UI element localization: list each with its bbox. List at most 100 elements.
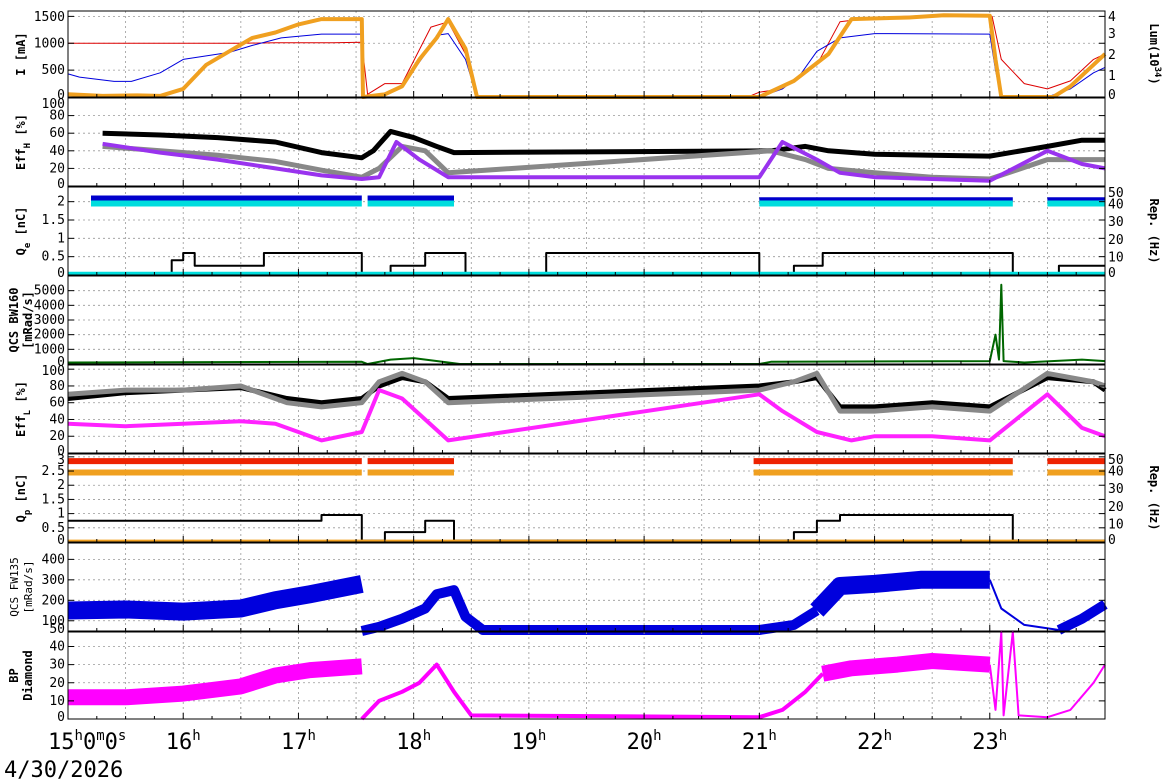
y-tick-label: 20 [49,676,65,691]
y-tick-label-right: 30 [1108,215,1124,230]
y-tick-label: 1.5 [42,492,65,507]
x-tick-label: 23h [972,728,1007,755]
series-line-effh-2 [102,140,1106,183]
y-tick-label: 30 [49,658,65,673]
y-tick-label: 0 [57,444,65,459]
y-tick-label: 5000 [34,284,65,299]
y-tick-label: 1500 [34,10,65,25]
series-line-bp-0 [68,658,363,706]
y-tick-label: 0.5 [42,250,65,265]
y-tick-label: 0 [57,533,65,548]
y-tick-label-right: 20 [1108,233,1124,248]
y-axis-label-line2: [mRad/s] [22,561,35,614]
series-line-bp-1 [360,662,825,721]
x-tick-label: 16h [166,728,201,755]
y-axis-label-right: Rep. (Hz) [1147,198,1161,263]
y-tick-label-right: 0 [1108,88,1116,103]
y-tick-label-right: 3 [1108,27,1116,42]
series-line-current-2 [67,13,1107,99]
series-line-qcsfw-2 [810,570,990,617]
y-tick-label-right: 0 [1108,266,1116,281]
y-tick-label: 1 [57,231,65,246]
y-tick-label: 0 [57,177,65,192]
y-tick-label: 40 [49,640,65,655]
y-tick-label: 2 [57,478,65,493]
y-tick-label: 0.5 [42,521,65,536]
y-tick-label-right: 50 [1108,186,1124,201]
panel-bp: 010 20 30 40 BP Diamond [7,631,1106,725]
y-tick-label-right: 4 [1108,10,1116,25]
panel-frame [67,97,1106,187]
series-line-qcsbw-0 [67,283,1106,365]
y-axis-label: EffL [%] [14,381,33,437]
y-tick-label: 3 [57,453,65,468]
y-tick-label: 40 [49,144,65,159]
x-tick-label: 22h [857,728,892,755]
y-tick-label-right: 40 [1108,465,1124,480]
y-tick-label: 20 [49,161,65,176]
y-tick-label: 20 [49,429,65,444]
y-tick-label: 40 [49,412,65,427]
panel-frame [67,631,1106,720]
y-tick-label: 1 [57,507,65,522]
y-tick-label: 10 [49,694,65,709]
series-line-effl-2 [67,388,1106,443]
y-axis-label-line2: [mRad/s] [21,291,35,349]
y-tick-label: 80 [49,379,65,394]
series-line-qcsfw-3 [988,579,1060,631]
y-tick-label-right: 30 [1108,482,1124,497]
y-tick-label: 50 [49,622,65,637]
y-axis-label: BP [7,668,21,682]
y-axis-label: Qp [nC] [14,474,33,523]
y-axis-label: QCS BW160 [7,287,21,352]
y-axis-label: I [mA] [14,32,28,75]
series-line-qcsfw-1 [360,585,820,636]
y-tick-label: 2000 [34,328,65,343]
y-tick-label: 100 [42,364,65,379]
y-tick-label: 3000 [34,313,65,328]
date-label: 4/30/2026 [4,758,123,782]
x-tick-label: 15h0m0s [48,728,126,755]
series-line-bp-2 [821,653,991,682]
y-tick-label: 100 [42,97,65,112]
y-tick-label: 500 [42,63,65,78]
y-tick-label: 60 [49,126,65,141]
x-tick-label: 17h [281,728,316,755]
y-tick-label-right: 10 [1108,250,1124,265]
y-tick-label: 1000 [34,36,65,51]
y-tick-label: 0 [57,266,65,281]
y-tick-label: 200 [42,593,65,608]
x-tick-label: 19h [511,728,546,755]
y-tick-label: 0 [57,88,65,103]
y-tick-label: 4000 [34,298,65,313]
series-line-effl-1 [67,370,1106,414]
x-tick-label: 18h [396,728,431,755]
y-axis-label-right: Rep. (Hz) [1147,465,1161,530]
x-tick-label: 21h [742,728,777,755]
y-tick-label: 60 [49,396,65,411]
y-axis-label-line2: Diamond [21,650,35,701]
y-tick-label: 400 [42,552,65,567]
y-axis-label: Qe [nC] [14,207,33,256]
y-tick-label: 2 [57,195,65,210]
series-line-qcsfw-4 [1056,600,1108,635]
y-tick-label: 1.5 [42,213,65,228]
y-tick-label-right: 10 [1108,517,1124,532]
y-tick-label: 100 [42,614,65,629]
series-line-qcsfw-0 [67,575,364,621]
y-tick-label: 0 [57,355,65,370]
y-tick-label: 0 [57,710,65,725]
y-axis-label: QCS FW135 [8,557,21,617]
y-tick-label-right: 20 [1108,500,1124,515]
series-line-qe-8 [68,252,1105,275]
y-tick-label: 2.5 [42,464,65,479]
series-line-bp-3 [988,631,1106,719]
y-tick-label: 80 [49,109,65,124]
y-tick-label-right: 50 [1108,453,1124,468]
